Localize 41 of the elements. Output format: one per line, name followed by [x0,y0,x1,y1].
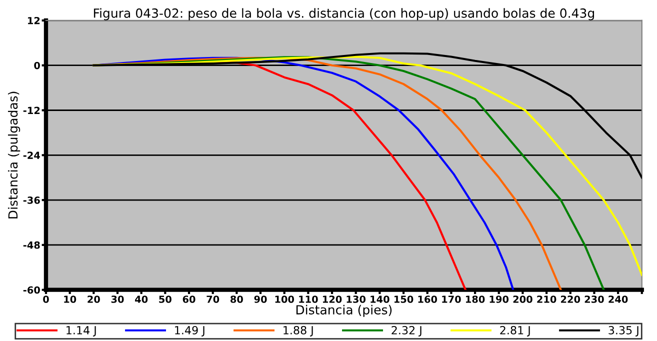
x-tick-label: 20 [88,296,100,303]
x-tick-label: 180 [466,296,485,303]
legend-label: 3.35 J [608,326,638,336]
legend-label: 2.81 J [500,326,530,336]
x-tick-label: 130 [346,296,366,303]
x-tick-label: 40 [135,296,148,303]
chart-title: Figura 043-02: peso de la bola vs. distancia (con hop-up) usando bolas de 0.43g [94,8,594,20]
x-tick-label: 150 [394,296,414,303]
y-tick-label: -60 [23,286,40,294]
x-tick-label: 100 [275,296,294,303]
y-axis-title: Distancia (pulgadas) [8,92,20,218]
x-tick-label: 230 [584,296,604,303]
x-tick-label: 70 [206,296,220,303]
x-tick-label: 90 [254,296,267,303]
y-tick-label: -24 [23,152,40,159]
y-tick-label: -36 [23,196,40,204]
x-tick-label: 140 [370,296,390,303]
x-tick-label: 60 [182,296,196,303]
x-tick-label: 220 [561,296,580,303]
x-tick-label: 0 [43,296,49,303]
x-tick-label: 200 [513,296,532,303]
x-tick-label: 190 [490,296,509,303]
legend-label: 1.88 J [284,326,313,336]
x-tick-label: 170 [442,296,461,303]
legend-label: 1.49 J [175,326,204,336]
x-tick-label: 30 [111,296,124,303]
legend-label: 2.32 J [392,326,422,336]
x-tick-label: 110 [299,296,318,303]
x-axis-title: Distancia (pies) [296,304,392,317]
y-tick-label: 0 [34,62,40,70]
y-tick-label: 12 [28,16,40,24]
x-tick-label: 50 [159,296,172,303]
x-tick-label: 10 [64,296,76,303]
legend-label: 1.14 J [66,326,96,336]
x-tick-label: 80 [230,296,243,303]
x-tick-label: 160 [418,296,438,303]
y-tick-label: -12 [23,106,40,114]
x-tick-label: 120 [322,296,342,303]
y-tick-label: -48 [23,241,40,249]
x-tick-label: 210 [537,296,556,303]
x-tick-label: 240 [608,296,628,303]
